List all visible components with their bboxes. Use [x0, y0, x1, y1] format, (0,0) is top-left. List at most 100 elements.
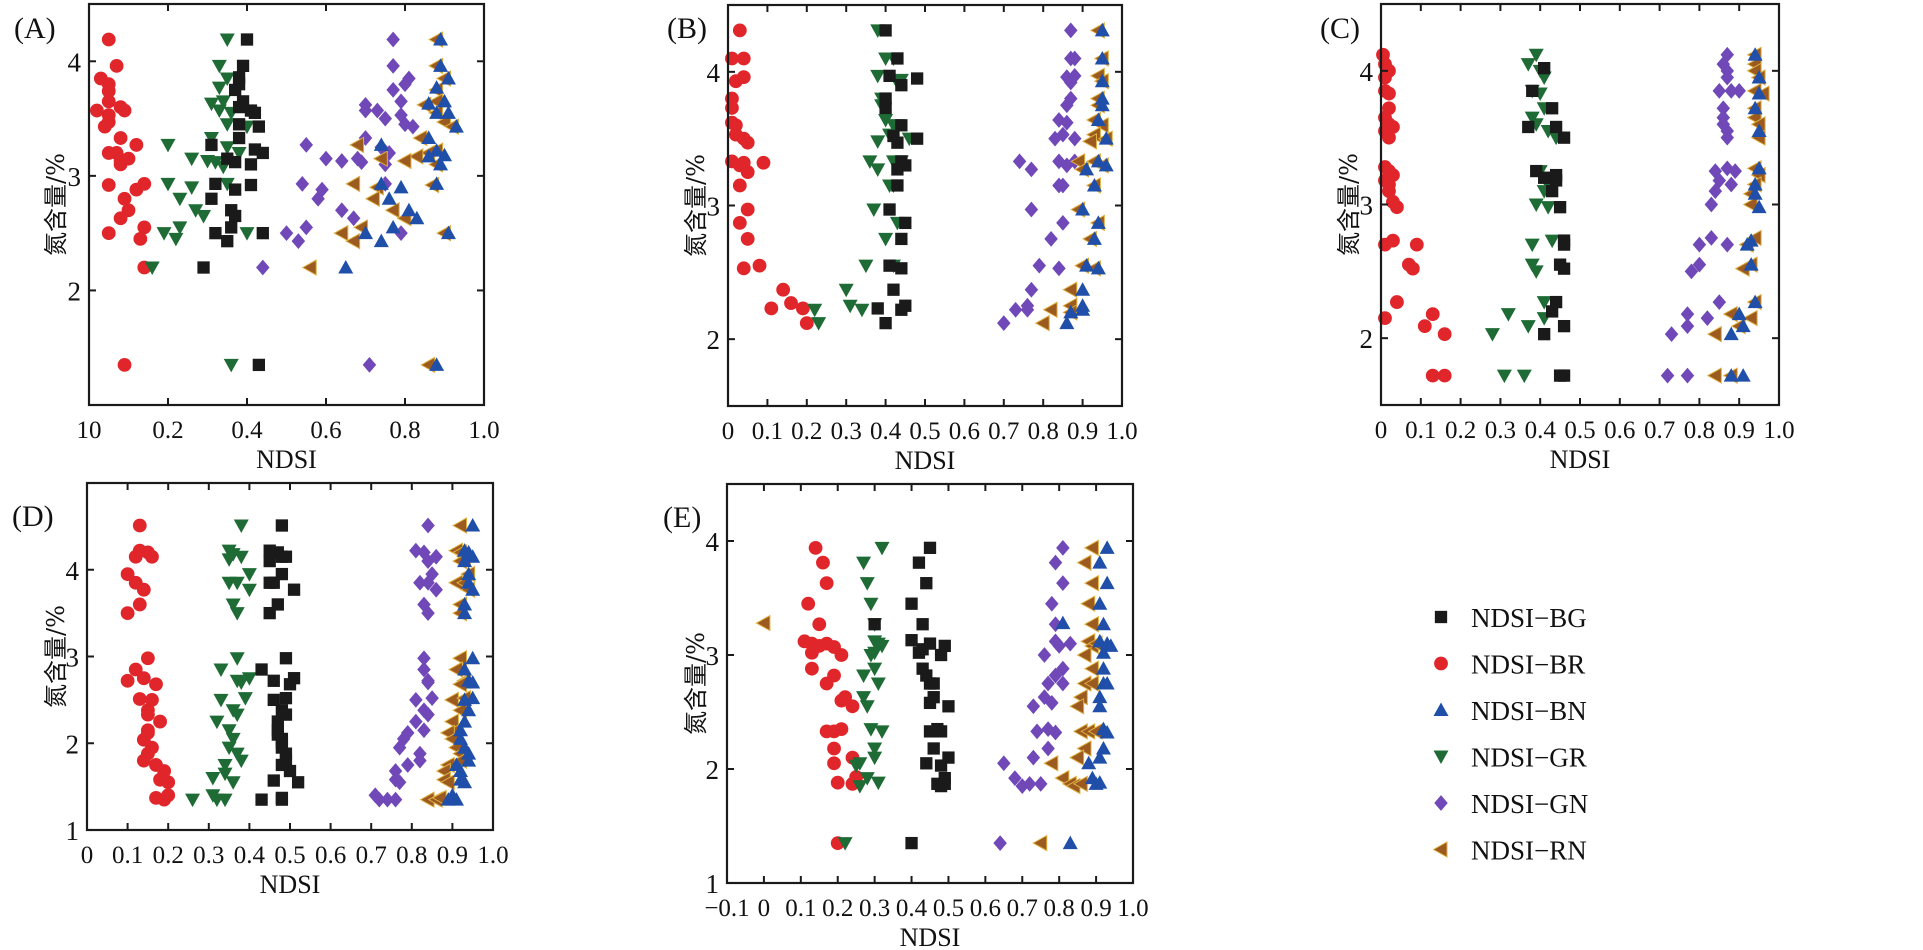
point-gn [335, 202, 349, 219]
point-bn [421, 130, 437, 145]
point-gr [211, 59, 227, 74]
point-bn [1103, 638, 1119, 652]
point-bn [457, 605, 473, 620]
plot-frame [87, 2, 486, 407]
point-gn [1048, 724, 1063, 741]
panel-label: (A) [14, 12, 56, 45]
point-bn [1747, 294, 1763, 309]
point-rn [349, 136, 365, 154]
point-bg [255, 663, 268, 676]
point-gn [1720, 129, 1735, 146]
y-axis-label: 氮含量/% [1335, 153, 1363, 256]
panel-b: 0 0.1 0.2 0.3 0.4 0.5 0.6 0.7 0.8 0.9 1.0 2 3 4 NDSI 氮含… [667, 3, 1138, 475]
point-br [834, 648, 849, 662]
point-gr [1536, 71, 1552, 86]
x-tick-label: 0.1 [752, 418, 783, 445]
series-bg [197, 33, 269, 372]
point-bn [1094, 22, 1110, 37]
y-tick-label: 4 [68, 47, 82, 77]
point-bg [244, 158, 258, 171]
point-rn [755, 614, 771, 632]
point-br [784, 296, 798, 310]
series-gn [993, 539, 1078, 851]
point-bg [879, 92, 892, 105]
point-br [101, 146, 116, 160]
point-bn [1739, 237, 1755, 251]
point-gn [1704, 230, 1719, 246]
x-tick-label: 1.0 [1763, 417, 1794, 444]
panel-d: 0 0.1 0.2 0.3 0.4 0.5 0.6 0.7 0.8 0.9 1.0 1 2 3 4 NDSI 氮… [12, 481, 509, 899]
point-gn [1064, 22, 1078, 39]
panel-a: 10 0.2 0.4 0.6 0.8 1.0 2 3 4 NDSI 氮含量/% (A) [14, 2, 500, 474]
series-bn [1723, 47, 1767, 382]
point-bn [457, 553, 473, 568]
series-gr [144, 33, 255, 373]
series-gr [1484, 48, 1564, 384]
point-bn [1751, 160, 1767, 175]
point-bg [229, 83, 242, 97]
point-br [732, 215, 747, 230]
point-br [136, 671, 151, 686]
data-points [725, 22, 1114, 332]
point-bg [895, 119, 908, 132]
x-tick-label: 0.5 [1564, 417, 1595, 444]
point-br [101, 84, 116, 98]
point-bg [905, 634, 918, 647]
point-gr [878, 113, 894, 128]
x-tick-label: 0.4 [231, 417, 263, 444]
point-gn [1026, 749, 1041, 766]
point-gr [225, 732, 241, 747]
point-bg [197, 261, 210, 274]
point-rn [1070, 153, 1086, 170]
point-bg [910, 132, 924, 145]
point-br [1382, 184, 1396, 199]
x-tick-label: −0.1 [704, 895, 749, 922]
point-bg [244, 178, 258, 192]
point-bn [1075, 202, 1091, 216]
point-rn [1042, 301, 1058, 319]
point-gr [870, 135, 886, 149]
point-bn [465, 690, 481, 705]
point-bg [263, 554, 276, 568]
point-gr [842, 299, 858, 314]
point-gn [1067, 50, 1082, 67]
point-gn [421, 517, 435, 534]
x-tick-label: 0.6 [970, 895, 1001, 922]
point-gn [1024, 201, 1039, 218]
data-points [755, 539, 1119, 852]
point-bn [1062, 835, 1078, 850]
point-gr [219, 72, 235, 86]
point-gr [838, 283, 854, 298]
point-rn [451, 517, 468, 534]
x-tick-label: 0.3 [193, 842, 224, 869]
point-bg [205, 192, 218, 205]
point-gr [859, 772, 875, 786]
point-gr [160, 138, 176, 153]
point-gr [241, 672, 257, 686]
point-rn [1043, 754, 1059, 772]
legend-label: NDSI−RN [1471, 836, 1587, 866]
point-gn [421, 674, 435, 691]
point-gr [213, 693, 229, 708]
point-br [732, 23, 747, 38]
point-gr [859, 700, 875, 714]
point-bn [1751, 86, 1767, 100]
point-br [161, 788, 176, 803]
point-rn [1069, 749, 1085, 766]
point-br [120, 673, 135, 688]
point-bn [1090, 215, 1106, 229]
point-bg [923, 541, 937, 554]
point-gr [867, 742, 883, 756]
point-rn [1083, 675, 1099, 692]
point-gn [1056, 215, 1070, 231]
point-bn [1092, 698, 1108, 713]
point-bg [1557, 262, 1571, 275]
legend-label: NDSI−BR [1471, 650, 1585, 680]
point-br [776, 282, 791, 297]
point-gr [233, 754, 249, 769]
point-gr [807, 303, 823, 318]
point-br [752, 258, 767, 273]
point-bg [209, 226, 222, 240]
point-gr [1524, 238, 1540, 253]
x-axis-label: NDSI [260, 870, 321, 899]
